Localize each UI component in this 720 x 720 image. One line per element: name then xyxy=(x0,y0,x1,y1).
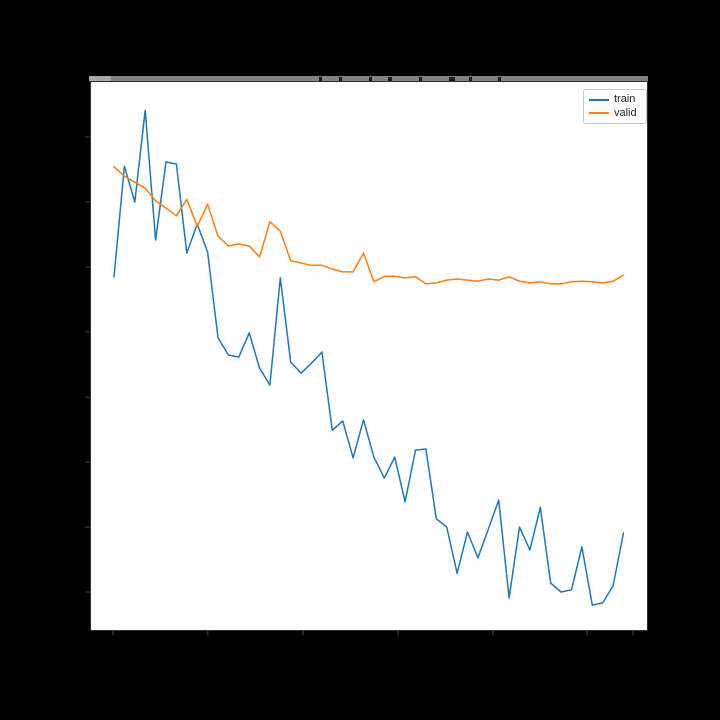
clipped-title-remnant-4 xyxy=(419,77,422,81)
clipped-title-remnant-2 xyxy=(369,77,372,81)
clipped-title-band-highlight xyxy=(89,76,111,81)
clipped-title-remnant-7 xyxy=(498,77,501,81)
legend: train valid xyxy=(583,89,647,124)
clipped-title-remnant-0 xyxy=(319,77,322,81)
legend-label-train: train xyxy=(614,93,636,106)
plot-area xyxy=(90,81,648,631)
clipped-title-remnant-5 xyxy=(449,77,455,81)
clipped-title-remnant-3 xyxy=(388,77,392,81)
clipped-title-band xyxy=(89,76,648,81)
clipped-title-remnant-6 xyxy=(469,77,472,81)
legend-entry-valid: valid xyxy=(589,106,642,119)
train-line-swatch xyxy=(589,98,609,101)
legend-label-valid: valid xyxy=(614,106,637,119)
clipped-title-remnant-1 xyxy=(339,77,342,81)
legend-entry-train: train xyxy=(589,94,642,105)
valid-line-swatch xyxy=(589,112,609,115)
